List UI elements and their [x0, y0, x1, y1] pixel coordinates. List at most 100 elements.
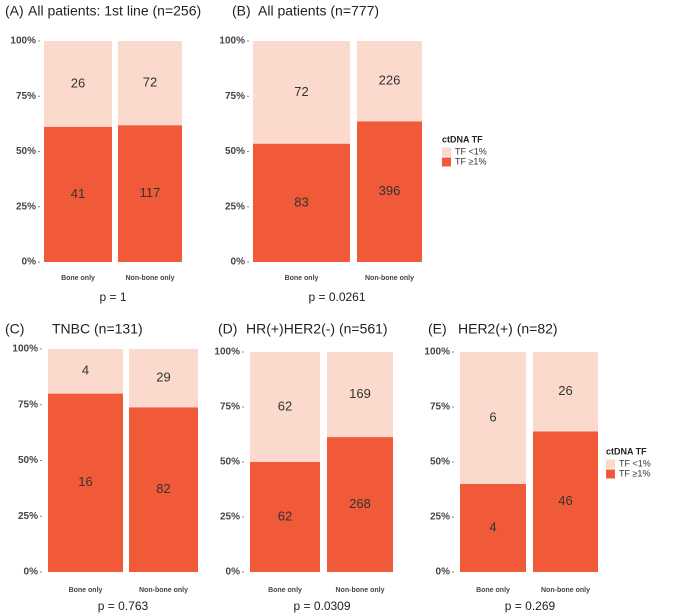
bar-segment [533, 431, 598, 572]
y-tick-label: 0% [24, 567, 39, 578]
x-tick-label: Bone only [476, 587, 510, 594]
y-tick-label: 25% [16, 201, 36, 212]
panel-title: HER2(+) (n=82) [458, 321, 558, 337]
y-tick-label: 75% [220, 402, 240, 413]
data-label: 29 [156, 370, 170, 385]
panel-label: (C) [5, 321, 24, 337]
data-label: 16 [78, 474, 92, 489]
p-value: p = 0.763 [98, 599, 149, 613]
data-label: 26 [558, 383, 572, 398]
legend-label: TF <1% [619, 458, 651, 468]
panel-title: TNBC (n=131) [52, 321, 143, 337]
x-tick-label: Non-bone only [336, 587, 385, 594]
data-label: 6 [489, 409, 496, 424]
data-label: 169 [349, 386, 371, 401]
legend-swatch [606, 469, 615, 479]
data-label: 72 [143, 75, 157, 90]
bar-segment [118, 125, 182, 262]
y-tick-label: 0% [231, 257, 246, 268]
panel-label: (B) [232, 3, 251, 19]
p-value: p = 1 [99, 290, 126, 304]
y-tick-label: 50% [225, 146, 245, 157]
panel-label: (D) [218, 321, 237, 337]
x-tick-label: Bone only [69, 587, 103, 594]
y-tick-label: 100% [424, 347, 450, 358]
p-value: p = 0.269 [505, 599, 556, 613]
data-label: 226 [379, 73, 401, 88]
y-tick-label: 100% [12, 344, 38, 355]
y-tick-label: 75% [18, 399, 38, 410]
bar-segment [44, 41, 112, 127]
data-label: 41 [71, 186, 85, 201]
bar-segment [253, 143, 350, 262]
bar-segment [129, 407, 198, 572]
panel-title: All patients (n=777) [258, 3, 379, 19]
y-tick-label: 25% [18, 511, 38, 522]
y-tick-label: 0% [22, 257, 37, 268]
y-tick-label: 25% [430, 512, 450, 523]
bar-segment [460, 484, 526, 572]
data-label: 72 [294, 84, 308, 99]
legend-swatch [442, 147, 451, 157]
bar-segment [327, 437, 393, 572]
y-tick-label: 50% [16, 146, 36, 157]
bar-segment [44, 126, 112, 262]
x-tick-label: Bone only [285, 275, 319, 282]
y-tick-label: 0% [436, 567, 451, 578]
x-tick-label: Non-bone only [126, 275, 175, 282]
bar-segment [250, 462, 320, 572]
bar-segment [48, 393, 123, 572]
y-tick-label: 50% [220, 457, 240, 468]
data-label: 26 [71, 75, 85, 90]
bar-segment [327, 352, 393, 438]
y-tick-label: 50% [18, 455, 38, 466]
data-label: 4 [82, 363, 89, 378]
y-tick-label: 100% [219, 36, 245, 47]
legend-title: ctDNA TF [442, 134, 483, 144]
x-tick-label: Non-bone only [541, 587, 590, 594]
x-tick-label: Non-bone only [365, 275, 414, 282]
y-tick-label: 75% [225, 91, 245, 102]
y-tick-label: 25% [220, 512, 240, 523]
p-value: p = 0.0261 [308, 290, 365, 304]
legend-title: ctDNA TF [606, 446, 647, 456]
bar-segment [357, 121, 422, 262]
bar-segment [253, 41, 350, 144]
panel-label: (E) [428, 321, 447, 337]
y-tick-label: 0% [226, 567, 241, 578]
panel-title: HR(+)HER2(-) (n=561) [246, 321, 388, 337]
data-label: 83 [294, 194, 308, 209]
bar-segment [460, 352, 526, 484]
legend-swatch [442, 157, 451, 167]
data-label: 82 [156, 481, 170, 496]
data-label: 117 [140, 185, 161, 200]
y-tick-label: 25% [225, 201, 245, 212]
y-tick-label: 75% [16, 91, 36, 102]
data-label: 4 [489, 519, 496, 534]
bar-segment [533, 352, 598, 432]
p-value: p = 0.0309 [293, 599, 350, 613]
data-label: 268 [349, 496, 371, 511]
y-tick-label: 100% [214, 347, 240, 358]
data-label: 62 [278, 508, 292, 523]
legend-label: TF ≥1% [619, 468, 650, 478]
x-tick-label: Non-bone only [139, 587, 188, 594]
bar-segment [48, 349, 123, 394]
y-tick-label: 50% [430, 457, 450, 468]
legend-swatch [606, 459, 615, 469]
bar-segment [129, 349, 198, 408]
panel-title: All patients: 1st line (n=256) [28, 3, 201, 19]
y-tick-label: 100% [10, 36, 36, 47]
y-tick-label: 75% [430, 402, 450, 413]
x-tick-label: Bone only [61, 275, 95, 282]
panel-label: (A) [5, 3, 24, 19]
data-label: 396 [379, 183, 401, 198]
bar-segment [118, 41, 182, 126]
bar-segment [250, 352, 320, 462]
legend-label: TF ≥1% [455, 156, 486, 166]
x-tick-label: Bone only [268, 587, 302, 594]
data-label: 62 [278, 398, 292, 413]
bar-segment [357, 41, 422, 122]
legend-label: TF <1% [455, 146, 487, 156]
